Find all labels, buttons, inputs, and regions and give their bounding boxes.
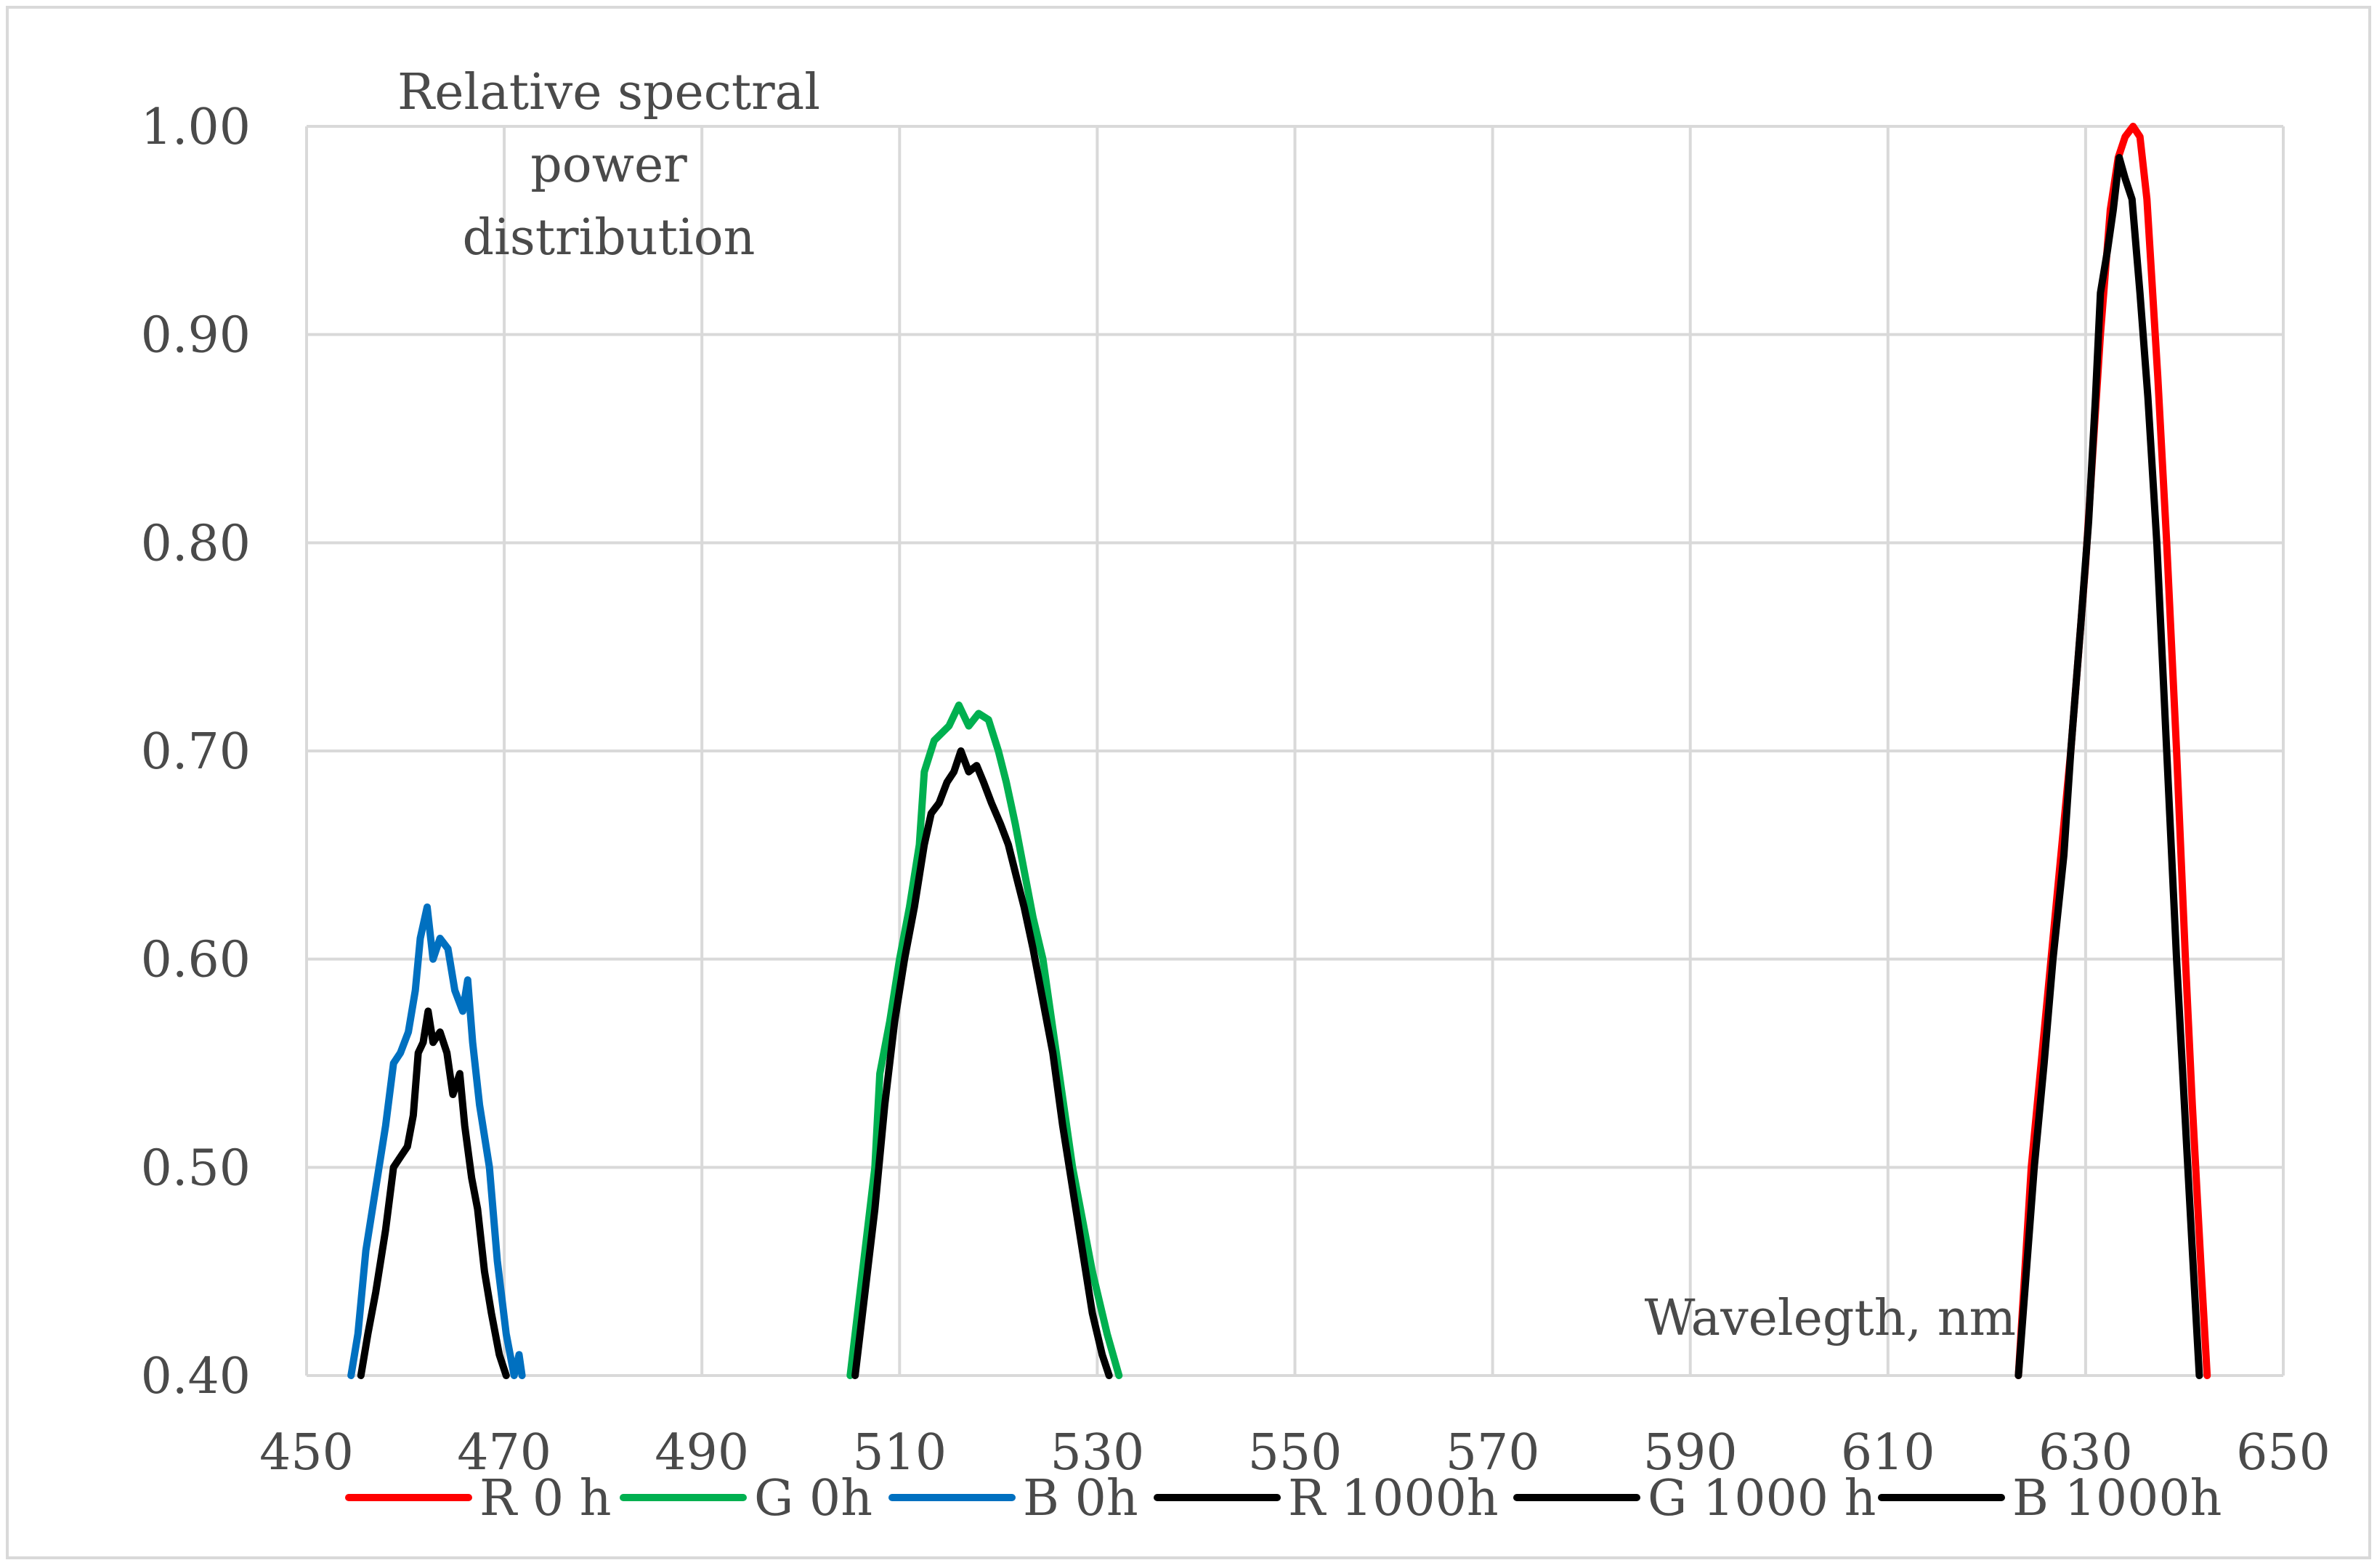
y-tick-label: 0.40 [141,1348,251,1405]
x-tick-label: 490 [655,1424,749,1482]
legend-label: R 0 h [479,1470,612,1527]
legend-item: G 1000 h [1513,1470,1876,1527]
chart-title-line: distribution [463,209,756,267]
legend-label: G 1000 h [1648,1470,1876,1527]
x-tick-label: 650 [2236,1424,2331,1482]
legend-item: G 0h [620,1470,872,1527]
legend-label: G 0h [754,1470,872,1527]
grid-layer [305,125,2285,1377]
chart-title-line: power [530,137,687,194]
legend: R 0 h G 0h B 0h R 1000h G 1000 h B 1000h [345,1470,2222,1527]
series-layer [347,123,2211,1379]
y-tick-label: 0.60 [141,932,251,989]
series-line-4 [2014,154,2203,1379]
legend-item: B 0h [888,1470,1138,1527]
x-tick-label: 590 [1643,1424,1738,1482]
series-line-5 [851,747,1113,1379]
chart-outer-border [6,6,2371,1559]
series-line-6 [357,1007,510,1379]
x-tick-label: 470 [457,1424,551,1482]
y-tick-label: 1.00 [141,99,251,156]
legend-item: B 1000h [1878,1470,2222,1527]
y-tick-labels: 0.40 0.50 0.60 0.70 0.80 0.90 1.00 [141,99,251,1405]
y-tick-label: 0.80 [141,515,251,572]
x-tick-labels: 450 470 490 510 530 550 570 590 610 630 650 [259,1424,2331,1482]
legend-item: R 0 h [345,1470,612,1527]
series-line-3 [347,903,526,1379]
legend-label: R 1000h [1288,1470,1499,1527]
legend-label: B 0h [1023,1470,1138,1527]
x-tick-label: 530 [1050,1424,1145,1482]
y-tick-label: 0.70 [141,723,251,781]
x-tick-label: 450 [259,1424,354,1482]
x-tick-label: 510 [852,1424,947,1482]
x-tick-label: 630 [2038,1424,2133,1482]
legend-item: R 1000h [1154,1470,1499,1527]
x-tick-label: 570 [1446,1424,1540,1482]
chart-title-line: Relative spectral [397,64,820,121]
x-tick-label: 550 [1248,1424,1343,1482]
x-tick-label: 610 [1841,1424,1935,1482]
x-axis-label: Wavelegth, nm [1645,1290,2016,1347]
legend-label: B 1000h [2012,1470,2222,1527]
y-tick-label: 0.90 [141,307,251,365]
y-tick-label: 0.50 [141,1140,251,1197]
chart-title: Relative spectral power distribution [397,64,820,267]
